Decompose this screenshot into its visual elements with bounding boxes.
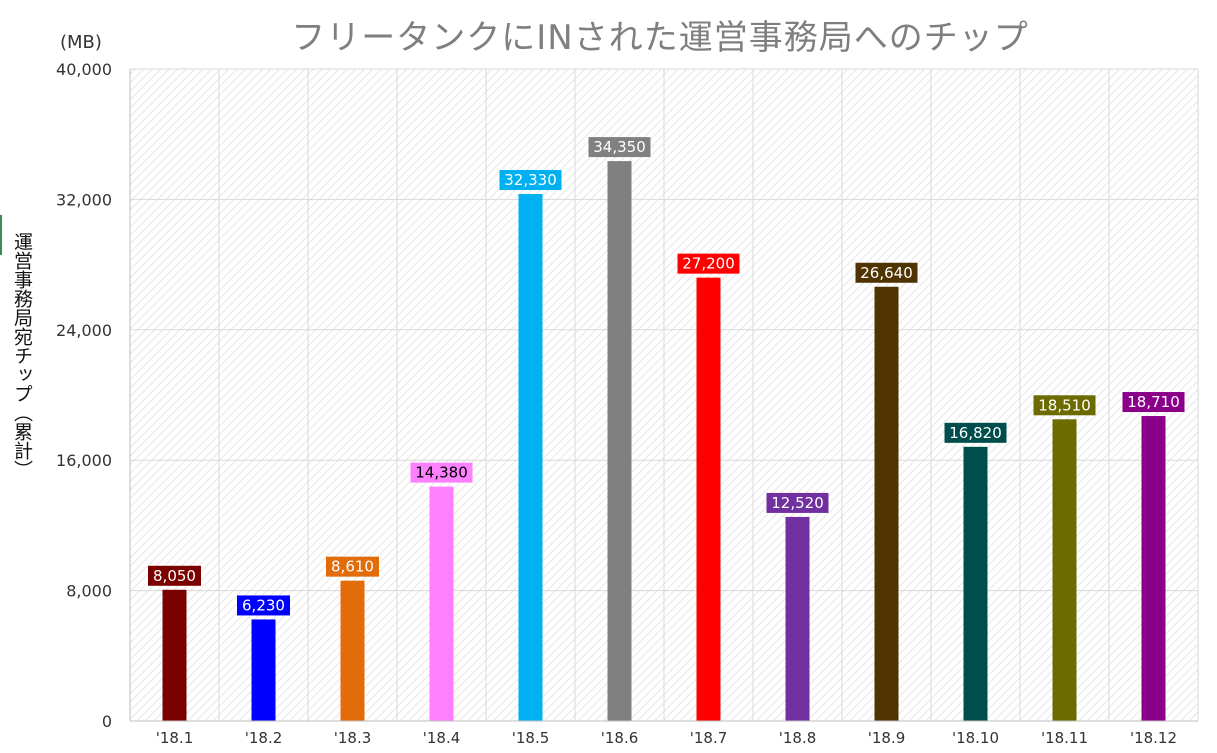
bar — [1141, 416, 1166, 721]
bar — [251, 619, 276, 721]
x-tick-label: '18.5 — [512, 729, 550, 747]
x-tick-label: '18.2 — [245, 729, 283, 747]
bar — [340, 580, 365, 721]
bar — [874, 286, 899, 721]
data-label-box — [766, 492, 829, 513]
x-tick-label: '18.7 — [690, 729, 728, 747]
x-tick-label: '18.4 — [423, 729, 461, 747]
data-label: 32,330 — [504, 171, 557, 189]
data-label: 34,350 — [593, 138, 646, 156]
data-label-box — [148, 565, 201, 586]
bar — [429, 486, 454, 721]
data-label: 26,640 — [860, 264, 913, 282]
data-label: 8,610 — [331, 558, 374, 576]
data-label-box — [237, 595, 290, 616]
data-label: 12,520 — [771, 494, 824, 512]
x-tick-label: '18.11 — [1041, 729, 1088, 747]
bar — [785, 516, 810, 721]
y-axis-label: 運営事務局宛チップ（累計） — [11, 232, 33, 479]
left-edge-mark — [0, 215, 2, 255]
x-tick-label: '18.9 — [868, 729, 906, 747]
x-tick-label: '18.3 — [334, 729, 372, 747]
y-tick-label: 40,000 — [56, 60, 112, 79]
y-tick-label: 0 — [102, 712, 112, 731]
y-tick-label: 8,000 — [66, 582, 112, 601]
data-label-box — [499, 170, 562, 191]
data-label: 8,050 — [153, 567, 196, 585]
bar — [162, 589, 187, 721]
data-label: 27,200 — [682, 255, 735, 273]
data-label: 16,820 — [949, 424, 1002, 442]
data-label-box — [410, 462, 473, 483]
data-label-box — [677, 253, 740, 274]
data-label-box — [588, 137, 651, 158]
bar — [963, 446, 988, 721]
data-label-box — [326, 556, 379, 577]
bar — [696, 277, 721, 721]
x-tick-label: '18.8 — [779, 729, 817, 747]
unit-label: (MB) — [60, 32, 102, 53]
x-tick-label: '18.10 — [952, 729, 999, 747]
x-tick-label: '18.1 — [156, 729, 194, 747]
data-label: 18,510 — [1038, 396, 1091, 414]
data-label: 18,710 — [1127, 393, 1180, 411]
data-label-box — [855, 262, 918, 283]
data-label: 14,380 — [415, 464, 468, 482]
data-label-box — [1033, 395, 1096, 416]
bar — [518, 194, 543, 721]
data-label: 6,230 — [242, 596, 285, 614]
chart-title: フリータンクにINされた運営事務局へのチップ — [291, 18, 1029, 58]
x-tick-label: '18.12 — [1130, 729, 1177, 747]
bar — [1052, 419, 1077, 721]
x-tick-label: '18.6 — [601, 729, 639, 747]
y-tick-label: 24,000 — [56, 321, 112, 340]
y-tick-label: 16,000 — [56, 451, 112, 470]
bar — [607, 161, 632, 722]
data-label-box — [1122, 392, 1185, 413]
y-tick-label: 32,000 — [56, 190, 112, 209]
data-label-box — [944, 422, 1007, 443]
